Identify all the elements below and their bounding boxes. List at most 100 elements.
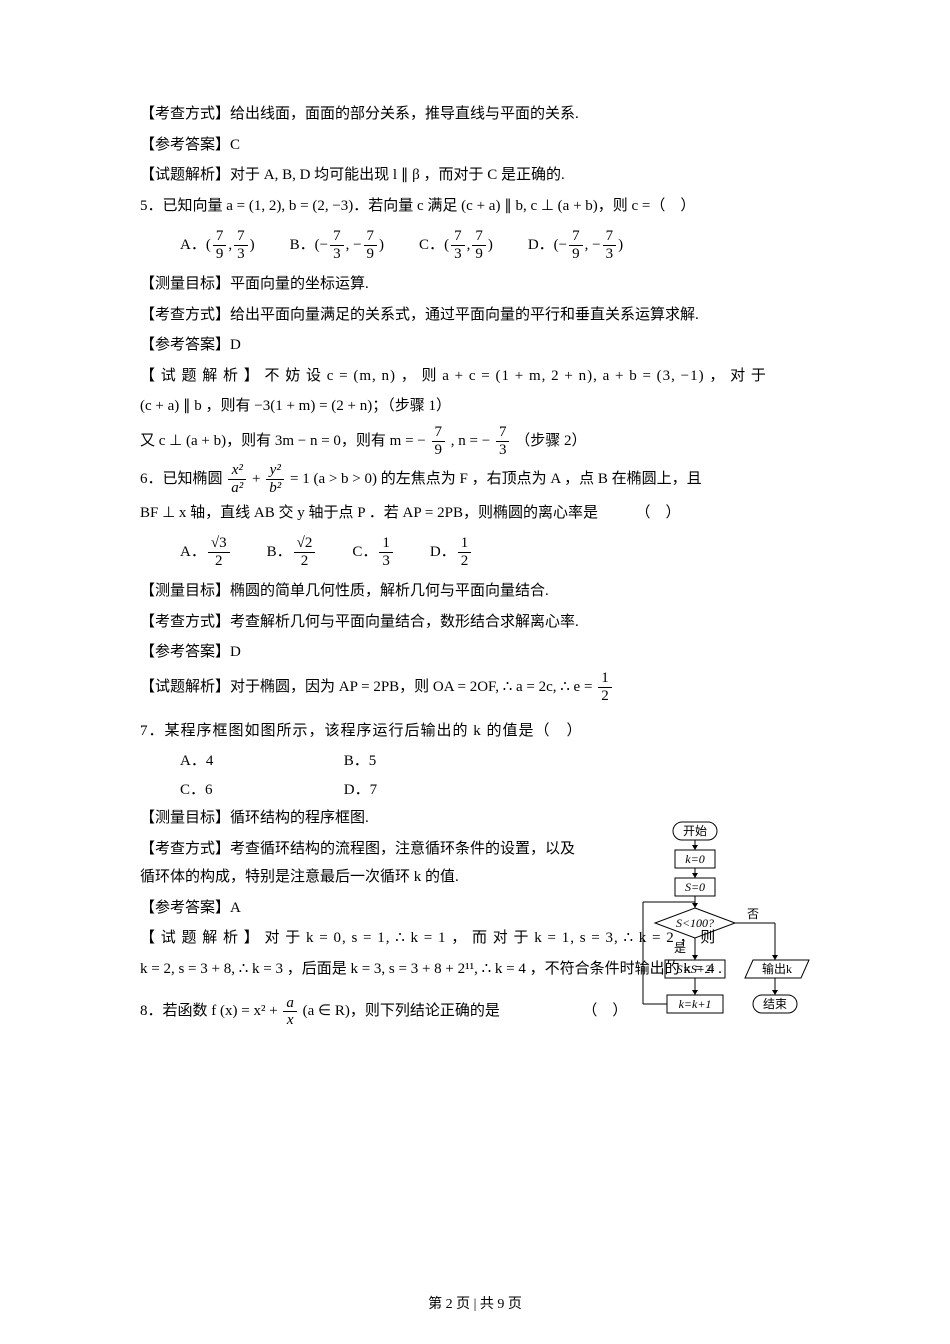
q5-b-d2: 9 xyxy=(364,246,378,263)
q7-measure: 【测量目标】循环结构的程序框图. xyxy=(140,804,580,833)
q5-c-sep: , xyxy=(467,231,471,260)
q6-stem-pre: 6．已知椭圆 xyxy=(140,471,226,487)
fc-inc: k=k+1 xyxy=(679,997,712,1011)
q8-stem-suf: (a ∈ R)，则下列结论正确的是 （ ） xyxy=(303,1003,628,1019)
q6-answer-letter: D xyxy=(230,644,241,660)
q5-a3-f2d: 3 xyxy=(496,442,510,459)
q6-a-label: A． xyxy=(180,538,206,567)
q5-answer-prefix: 【参考答案】 xyxy=(140,337,230,353)
q6-x2: x² xyxy=(228,462,246,480)
q5-b-sep: , − xyxy=(346,231,362,260)
q8-stem-pre: 8．若函数 f (x) = x² + xyxy=(140,1003,281,1019)
q7-d-label: D． xyxy=(344,782,370,798)
q5-a3-f2n: 7 xyxy=(496,424,510,442)
q5-c-d2: 9 xyxy=(472,246,486,263)
fc-k0: k=0 xyxy=(685,852,704,866)
q5-a3-suf: （步骤 2） xyxy=(515,433,586,449)
q5-answer: 【参考答案】D xyxy=(140,331,810,360)
q5-analysis-1: 【 试 题 解 析 】 不 妨 设 c = (m, n) ， 则 a + c =… xyxy=(140,362,810,391)
q6-option-b: B． √22 xyxy=(267,535,318,569)
q6-b-n: √2 xyxy=(294,535,316,553)
q6-measure: 【测量目标】椭圆的简单几何性质，解析几何与平面向量结合. xyxy=(140,577,810,606)
q7-option-a: A．4 xyxy=(180,747,340,776)
q5-a-sep: , xyxy=(228,231,232,260)
q5-option-d: D． (− 79 , − 73 ) xyxy=(528,228,623,262)
q5-a-d1: 9 xyxy=(213,246,227,263)
q7-option-b: B．5 xyxy=(344,753,377,769)
q5-option-c: C． ( 73 , 79 ) xyxy=(419,228,493,262)
page-footer: 第 2 页 | 共 9 页 xyxy=(0,1292,950,1319)
q7-answer: 【参考答案】A xyxy=(140,894,580,923)
q7-a-label: A． xyxy=(180,753,206,769)
q5-d-sep: , − xyxy=(585,231,601,260)
q5-answer-letter: D xyxy=(230,337,241,353)
q6-a-d: 2 xyxy=(208,553,230,570)
q5-c-n2: 7 xyxy=(472,228,486,246)
fc-end: 结束 xyxy=(763,997,787,1011)
q6-option-d: D． 12 xyxy=(430,535,473,569)
q8-f-n: a xyxy=(283,995,297,1013)
q6-option-a: A． √32 xyxy=(180,535,232,569)
q5-stem: 5．已知向量 a = (1, 2), b = (2, −3)．若向量 c 满足 … xyxy=(140,192,810,221)
q5-b-lp: (− xyxy=(315,231,328,260)
q6-stem-2: BF ⊥ x 轴，直线 AB 交 y 轴于点 P ．若 AP = 2PB，则椭圆… xyxy=(140,499,810,528)
q6-a1-pre: 【试题解析】对于椭圆，因为 AP = 2PB，则 OA = 2OF, ∴ a =… xyxy=(140,679,596,695)
q7-b-val: 5 xyxy=(369,753,377,769)
q6-b-d: 2 xyxy=(294,553,316,570)
q7-options-row2: C．6 D．7 xyxy=(180,776,580,805)
q5-analysis-2: (c + a) ∥ b ，则有 −3(1 + m) = (2 + n)；（步骤 … xyxy=(140,392,810,421)
q5-d-n1: 7 xyxy=(569,228,583,246)
q4-analysis: 【试题解析】对于 A, B, D 均可能出现 l ∥ β ，而对于 C 是正确的… xyxy=(140,161,810,190)
q5-b-n2: 7 xyxy=(364,228,378,246)
q7-b-label: B． xyxy=(344,753,369,769)
q6-a2: a² xyxy=(228,480,246,497)
q6-c-n: 1 xyxy=(379,535,393,553)
q5-d-d2: 3 xyxy=(603,246,617,263)
q5-d-n2: 7 xyxy=(603,228,617,246)
q5-d-label: D． xyxy=(528,231,554,260)
q5-b-d1: 3 xyxy=(330,246,344,263)
q7-option-c: C．6 xyxy=(180,776,340,805)
fc-start: 开始 xyxy=(683,824,707,838)
q4-answer-letter: C xyxy=(230,137,240,153)
q5-d-rp: ) xyxy=(618,231,623,260)
q5-c-lp: ( xyxy=(444,231,449,260)
q6-option-c: C． 13 xyxy=(352,535,395,569)
q5-a3-f1d: 9 xyxy=(432,442,446,459)
q4-answer-prefix: 【参考答案】 xyxy=(140,137,230,153)
q7-a-val: 4 xyxy=(206,753,214,769)
q5-a3-f1n: 7 xyxy=(432,424,446,442)
q5-measure: 【测量目标】平面向量的坐标运算. xyxy=(140,270,810,299)
fc-s0: S=0 xyxy=(685,880,705,894)
q5-a3-pre: 又 c ⊥ (a + b)，则有 3m − n = 0，则有 m = − xyxy=(140,433,426,449)
q8-f-d: x xyxy=(283,1012,297,1029)
q6-a1-n: 1 xyxy=(598,670,612,688)
q5-a-label: A． xyxy=(180,231,206,260)
q5-c-n1: 7 xyxy=(451,228,465,246)
q5-a-rp: ) xyxy=(250,231,255,260)
q7-answer-prefix: 【参考答案】 xyxy=(140,900,230,916)
q6-b2: b² xyxy=(266,480,284,497)
q5-a-lp: ( xyxy=(206,231,211,260)
q5-c-label: C． xyxy=(419,231,444,260)
q5-c-d1: 3 xyxy=(451,246,465,263)
q7-method: 【考查方式】考查循环结构的流程图，注意循环条件的设置，以及循环体的构成，特别是注… xyxy=(140,835,580,892)
fc-out: 输出k xyxy=(762,961,792,976)
q6-plus: + xyxy=(252,471,264,487)
q6-b-label: B． xyxy=(267,538,292,567)
fc-step: S=S+2ˢ xyxy=(677,962,714,976)
q6-eq-tail: = 1 (a > b > 0) 的左焦点为 F ，右顶点为 A ，点 B 在椭圆… xyxy=(290,471,702,487)
q7-c-val: 6 xyxy=(205,782,213,798)
flowchart-svg: 开始 k=0 S=0 S<100? 否 是 xyxy=(635,820,820,1065)
q7-stem: 7．某程序框图如图所示，该程序运行后输出的 k 的值是（ ） xyxy=(140,717,580,746)
q7-c-label: C． xyxy=(180,782,205,798)
q6-answer-prefix: 【参考答案】 xyxy=(140,644,230,660)
q5-options: A． ( 79 , 73 ) B． (− 73 , − 79 ) C． ( 73… xyxy=(180,228,810,262)
q6-a-n: √3 xyxy=(208,535,230,553)
fc-no: 否 xyxy=(747,907,759,921)
flowchart: 开始 k=0 S=0 S<100? 否 是 xyxy=(635,820,815,1065)
q6-d-label: D． xyxy=(430,538,456,567)
q5-a-n2: 7 xyxy=(234,228,248,246)
q5-a3-mid: , n = − xyxy=(451,433,490,449)
q6-a1-d: 2 xyxy=(598,688,612,705)
